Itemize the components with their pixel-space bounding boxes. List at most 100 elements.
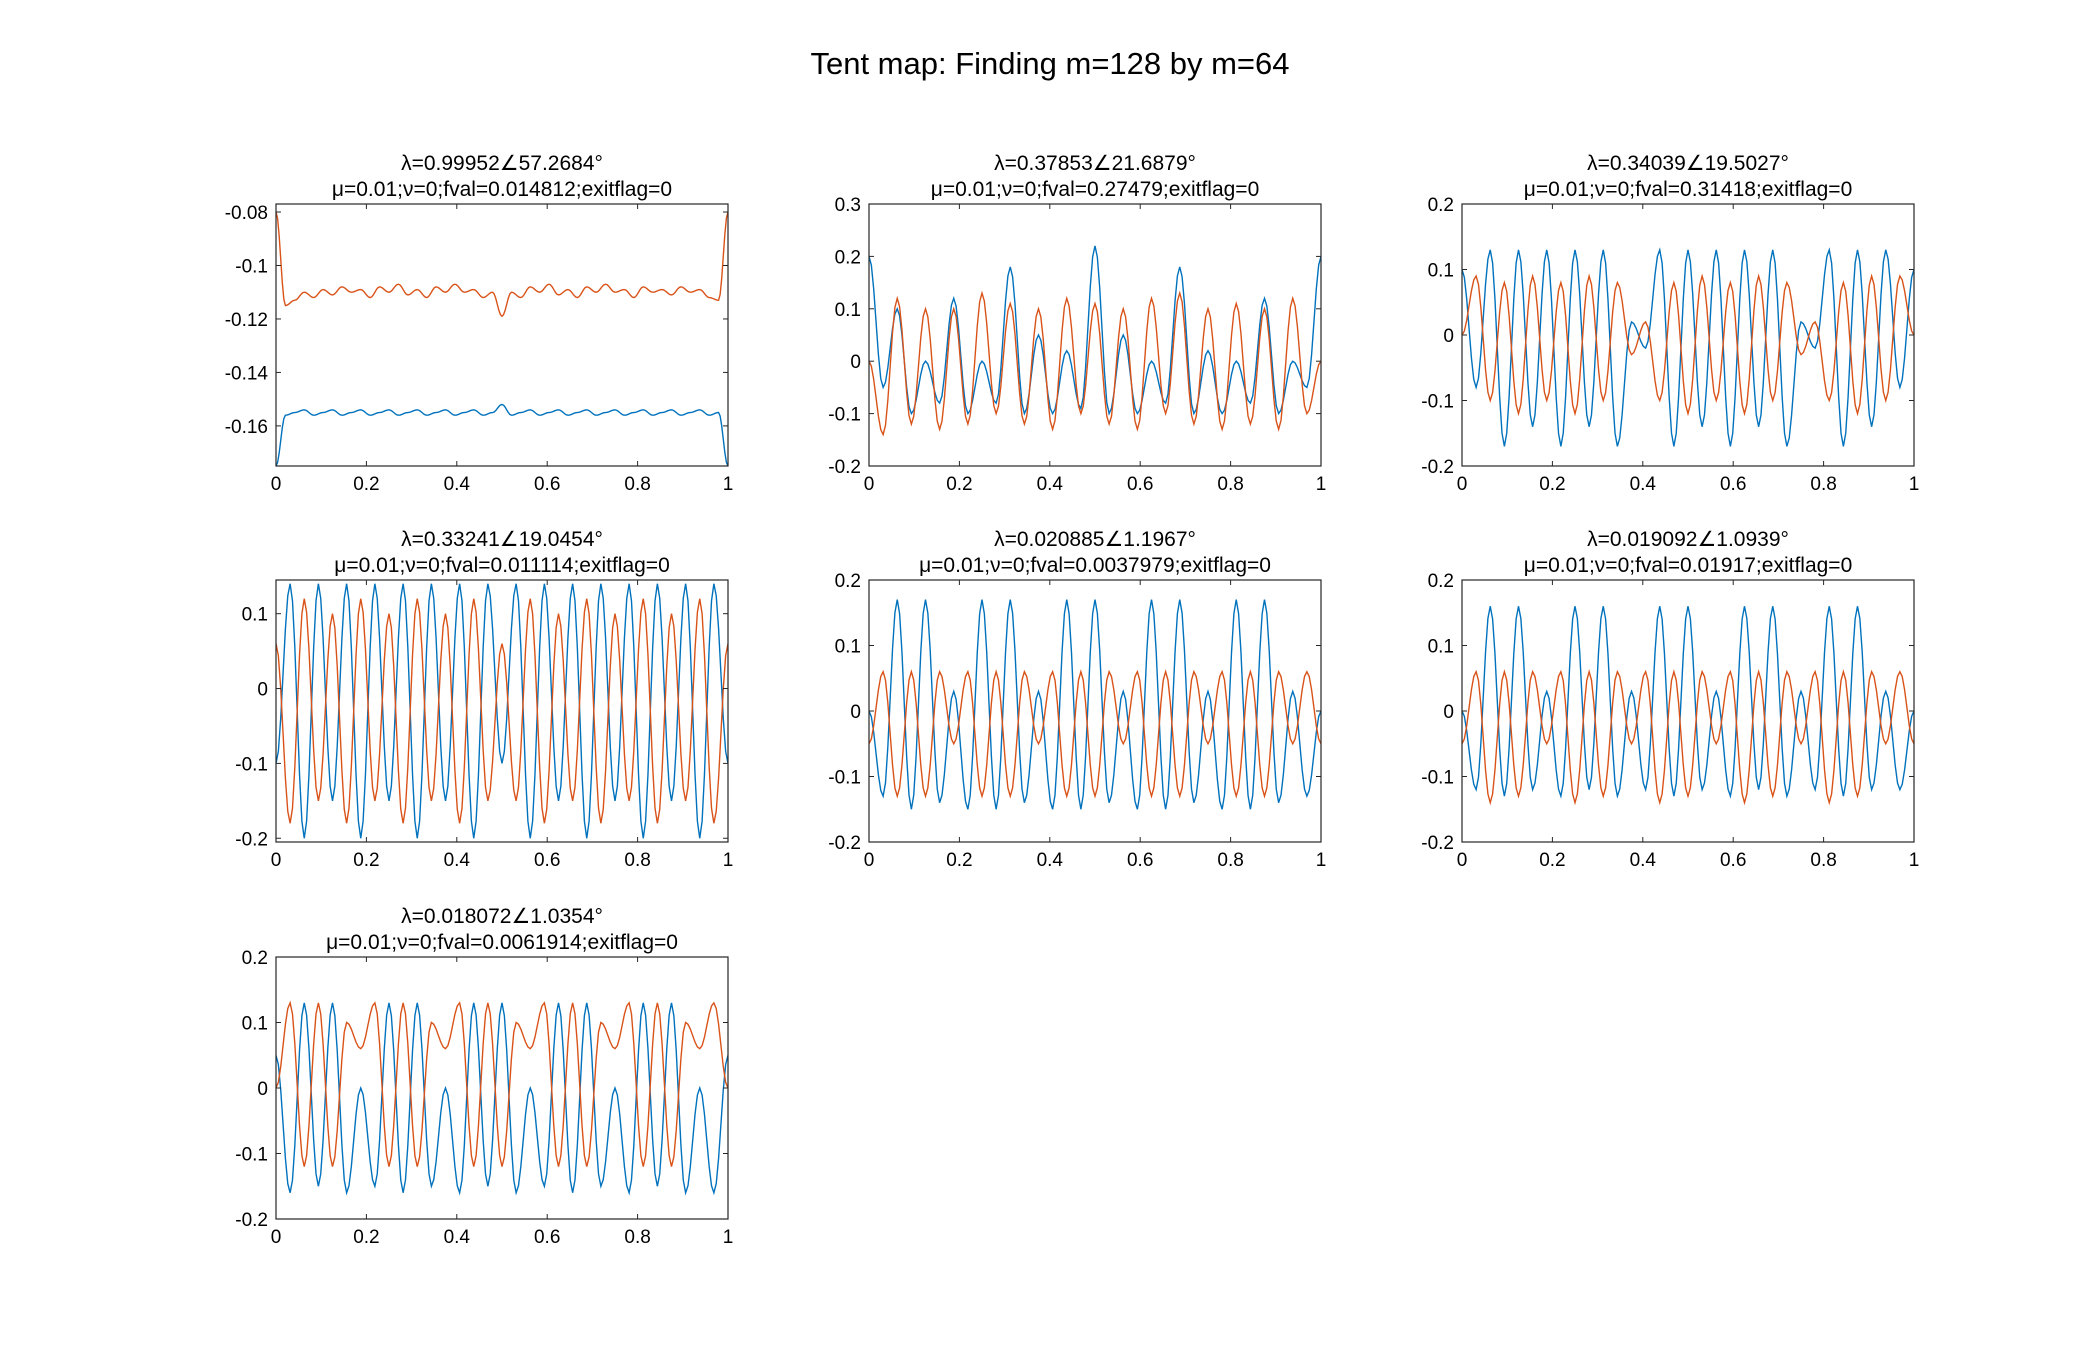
y-tick-label: -0.2 bbox=[1421, 833, 1454, 854]
series-line-orange bbox=[869, 290, 1321, 437]
subplot-6: 0 0.2 0.4 0.6 0.8 1 -0.2 -0.1 0 0.1 0.2 λ=0.019092∠… bbox=[1421, 528, 1919, 871]
x-tick-label: 0.6 bbox=[1720, 474, 1746, 495]
y-tick-label: -0.08 bbox=[225, 203, 268, 224]
x-tick-label: 0.2 bbox=[353, 474, 379, 495]
series-line-orange bbox=[276, 598, 728, 824]
x-tick-label: 0.8 bbox=[1217, 474, 1243, 495]
x-tick-label: 0.2 bbox=[1539, 474, 1565, 495]
y-tick-label: 0 bbox=[257, 1079, 268, 1100]
subplot-title-eigenvalue: λ=0.34039∠19.5027° bbox=[1587, 152, 1789, 175]
x-tick-label: 0.2 bbox=[353, 1227, 379, 1248]
x-tick-label: 0.2 bbox=[946, 850, 972, 871]
x-tick-label: 0.6 bbox=[534, 850, 560, 871]
x-tick-label: 1 bbox=[723, 1227, 734, 1248]
subplot-title-params: μ=0.01;ν=0;fval=0.31418;exitflag=0 bbox=[1524, 178, 1853, 201]
y-tick-label: -0.2 bbox=[235, 829, 268, 850]
subplot-3: 0 0.2 0.4 0.6 0.8 1 -0.2 -0.1 0 0.1 0.2 λ=0.34039∠1… bbox=[1421, 152, 1919, 495]
subplot-title-eigenvalue: λ=0.019092∠1.0939° bbox=[1587, 528, 1789, 551]
y-tick-label: -0.1 bbox=[235, 1145, 268, 1166]
x-tick-label: 0.4 bbox=[1037, 474, 1064, 495]
y-tick-label: -0.2 bbox=[828, 833, 861, 854]
y-tick-label: -0.1 bbox=[235, 754, 268, 775]
y-tick-label: -0.14 bbox=[225, 363, 269, 384]
x-tick-label: 0.6 bbox=[1720, 850, 1746, 871]
y-tick-label: 0.3 bbox=[835, 195, 861, 216]
series-line-orange bbox=[276, 1000, 728, 1167]
y-tick-label: 0.2 bbox=[1428, 571, 1454, 592]
x-tick-label: 0.8 bbox=[1810, 850, 1836, 871]
y-tick-label: -0.2 bbox=[235, 1210, 268, 1231]
x-tick-label: 0 bbox=[271, 474, 282, 495]
series-line-blue bbox=[276, 583, 728, 839]
x-tick-label: 0.8 bbox=[1810, 474, 1836, 495]
x-tick-label: 0 bbox=[864, 850, 875, 871]
subplot-title-eigenvalue: λ=0.99952∠57.2684° bbox=[401, 152, 603, 175]
y-tick-label: 0.1 bbox=[835, 300, 861, 321]
y-tick-label: -0.1 bbox=[1421, 392, 1454, 413]
y-tick-label: -0.2 bbox=[828, 457, 861, 478]
subplot-2: 0 0.2 0.4 0.6 0.8 1 -0.2 -0.1 0 0.1 0.2 0.3 λ=0.3785… bbox=[828, 152, 1326, 495]
subplot-7: 0 0.2 0.4 0.6 0.8 1 -0.2 -0.1 0 0.1 0.2 λ=0.018072∠… bbox=[235, 905, 733, 1248]
x-tick-label: 1 bbox=[723, 474, 734, 495]
x-tick-label: 1 bbox=[723, 850, 734, 871]
y-tick-label: 0.1 bbox=[835, 637, 861, 658]
y-tick-label: -0.16 bbox=[225, 417, 268, 438]
series-line-orange bbox=[869, 669, 1321, 799]
subplot-title-params: μ=0.01;ν=0;fval=0.01917;exitflag=0 bbox=[1524, 554, 1853, 577]
x-tick-label: 0 bbox=[864, 474, 875, 495]
x-tick-label: 0.6 bbox=[1127, 850, 1153, 871]
axes-box bbox=[1461, 579, 1915, 843]
y-tick-label: 0 bbox=[850, 702, 861, 723]
x-tick-label: 0.2 bbox=[1539, 850, 1565, 871]
y-tick-label: 0.1 bbox=[242, 1014, 268, 1035]
x-tick-label: 0 bbox=[271, 850, 282, 871]
series-line-blue bbox=[1462, 606, 1914, 799]
x-tick-label: 0 bbox=[1457, 850, 1468, 871]
y-tick-label: 0.2 bbox=[835, 571, 861, 592]
series-line-blue bbox=[276, 1002, 728, 1196]
x-tick-label: 0 bbox=[271, 1227, 282, 1248]
x-tick-label: 0.2 bbox=[353, 850, 379, 871]
y-tick-label: 0 bbox=[1443, 702, 1454, 723]
x-tick-label: 1 bbox=[1316, 474, 1327, 495]
x-tick-label: 1 bbox=[1909, 850, 1920, 871]
y-tick-label: -0.12 bbox=[225, 310, 268, 331]
subplot-title-params: μ=0.01;ν=0;fval=0.0061914;exitflag=0 bbox=[326, 931, 678, 954]
x-tick-label: 0.4 bbox=[1630, 474, 1657, 495]
x-tick-label: 0.6 bbox=[534, 1227, 560, 1248]
axes-box bbox=[868, 579, 1322, 843]
y-tick-label: -0.1 bbox=[828, 405, 861, 426]
y-tick-label: -0.1 bbox=[1421, 768, 1454, 789]
x-tick-label: 0.6 bbox=[1127, 474, 1153, 495]
y-tick-label: 0.1 bbox=[242, 605, 268, 626]
x-tick-label: 0.4 bbox=[444, 474, 471, 495]
x-tick-label: 0.4 bbox=[1037, 850, 1064, 871]
y-tick-label: 0.2 bbox=[835, 247, 861, 268]
x-tick-label: 0.8 bbox=[1217, 850, 1243, 871]
series-line-blue bbox=[869, 599, 1321, 810]
subplot-title-eigenvalue: λ=0.018072∠1.0354° bbox=[401, 905, 603, 928]
subplot-5: 0 0.2 0.4 0.6 0.8 1 -0.2 -0.1 0 0.1 0.2 λ=0.020885∠… bbox=[828, 528, 1326, 871]
axes-box bbox=[868, 203, 1322, 467]
y-tick-label: 0 bbox=[257, 680, 268, 701]
subplot-title-eigenvalue: λ=0.37853∠21.6879° bbox=[994, 152, 1196, 175]
y-tick-label: -0.1 bbox=[828, 768, 861, 789]
y-tick-label: 0.1 bbox=[1428, 261, 1454, 282]
x-tick-label: 0.8 bbox=[624, 474, 650, 495]
y-tick-label: 0 bbox=[1443, 326, 1454, 347]
x-tick-label: 1 bbox=[1316, 850, 1327, 871]
subplot-title-params: μ=0.01;ν=0;fval=0.014812;exitflag=0 bbox=[332, 178, 672, 201]
subplot-title-params: μ=0.01;ν=0;fval=0.011114;exitflag=0 bbox=[334, 554, 670, 577]
y-tick-label: 0.2 bbox=[1428, 195, 1454, 216]
subplot-title-params: μ=0.01;ν=0;fval=0.27479;exitflag=0 bbox=[931, 178, 1260, 201]
x-tick-label: 0.6 bbox=[534, 474, 560, 495]
axes-box bbox=[275, 579, 729, 843]
x-tick-label: 0 bbox=[1457, 474, 1468, 495]
y-tick-label: 0.2 bbox=[242, 948, 268, 969]
y-tick-label: -0.2 bbox=[1421, 457, 1454, 478]
subplot-title-eigenvalue: λ=0.020885∠1.1967° bbox=[994, 528, 1196, 551]
x-tick-label: 1 bbox=[1909, 474, 1920, 495]
subplot-1: 0 0.2 0.4 0.6 0.8 1 -0.16 -0.14 -0.12 -0.1 -0.08 λ=… bbox=[225, 152, 734, 495]
